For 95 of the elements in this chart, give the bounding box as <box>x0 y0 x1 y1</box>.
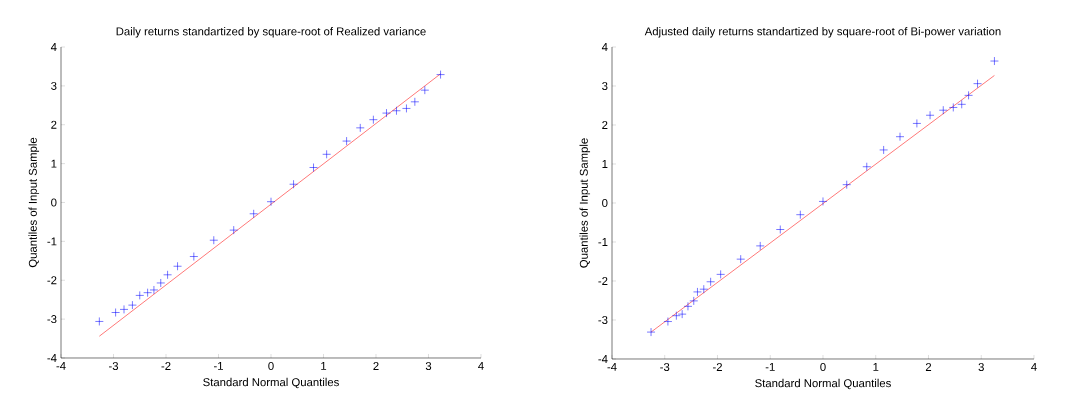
x-tick-label: -3 <box>660 363 670 372</box>
x-tick-label: -1 <box>765 363 775 371</box>
x-tick-label: -3 <box>108 362 119 371</box>
y-tick-label: -2 <box>598 277 608 285</box>
point <box>677 309 687 319</box>
x-tick-label: -4 <box>607 363 617 371</box>
chart-title: Adjusted daily returns standartized by square-root of Bi-power variation <box>644 27 1001 38</box>
x-tick-label: 3 <box>425 362 432 371</box>
y-tick-label: 1 <box>602 160 608 168</box>
y-tick-label: -4 <box>47 354 57 362</box>
point <box>392 106 401 116</box>
point <box>716 270 725 279</box>
point <box>266 197 276 206</box>
x-axis-title: Standard Normal Quantiles <box>755 378 891 390</box>
y-axis-title: Quantiles of Input Sample <box>28 137 40 268</box>
y-tick-label: -4 <box>598 355 608 363</box>
y-tick-label: 2 <box>51 120 57 129</box>
point <box>249 209 258 219</box>
x-tick-label: 4 <box>478 362 484 370</box>
x-tick-label: 1 <box>873 363 879 371</box>
point <box>229 225 238 235</box>
point <box>842 180 851 189</box>
point <box>369 115 378 124</box>
point <box>173 261 182 271</box>
y-tick-label: -2 <box>47 276 57 285</box>
point <box>973 79 982 88</box>
y-tick-label: 3 <box>602 81 608 90</box>
x-tick-label: 0 <box>268 362 274 371</box>
point <box>135 291 145 300</box>
point <box>706 277 715 287</box>
point <box>128 300 137 310</box>
point <box>990 56 999 66</box>
point <box>663 317 673 326</box>
y-tick-label: 3 <box>51 81 57 90</box>
point <box>755 241 765 251</box>
point <box>119 305 129 314</box>
point <box>209 235 219 245</box>
point <box>925 110 935 120</box>
point <box>355 123 365 133</box>
point <box>776 225 785 234</box>
x-axis-title: Standard Normal Quantiles <box>203 377 339 389</box>
point <box>938 105 948 115</box>
point <box>322 150 331 159</box>
point <box>736 254 745 264</box>
point <box>342 136 351 146</box>
point <box>163 270 172 280</box>
x-tick-label: -2 <box>161 362 171 370</box>
point <box>436 70 445 79</box>
point <box>796 210 805 219</box>
x-tick-label: 4 <box>1031 363 1037 371</box>
point <box>289 179 298 189</box>
point <box>95 317 104 326</box>
point <box>964 91 973 100</box>
x-tick-label: 1 <box>321 362 327 370</box>
point <box>689 296 699 306</box>
point <box>382 108 391 118</box>
x-tick-label: -1 <box>213 362 223 370</box>
point <box>156 278 166 288</box>
point <box>646 327 656 337</box>
point <box>699 284 709 294</box>
point <box>895 132 905 141</box>
point <box>879 145 888 155</box>
y-tick-label: 2 <box>602 121 608 129</box>
x-tick-label: 2 <box>373 362 379 370</box>
x-tick-label: 2 <box>925 363 932 371</box>
point <box>912 119 922 128</box>
point <box>862 162 872 171</box>
point <box>402 104 411 113</box>
point <box>683 302 693 311</box>
y-tick-label: 0 <box>602 198 608 207</box>
y-axis-title: Quantiles of Input Sample <box>579 138 591 268</box>
chart-title: Daily returns standartized by square-root of Realized variance <box>116 27 426 38</box>
point <box>410 97 420 107</box>
point <box>189 252 199 261</box>
x-tick-label: 0 <box>820 363 826 372</box>
y-tick-label: -3 <box>47 315 57 324</box>
point <box>693 287 702 297</box>
y-tick-label: -1 <box>598 238 608 246</box>
x-tick-label: -4 <box>56 362 66 370</box>
point <box>149 285 159 295</box>
y-tick-label: 0 <box>51 198 57 207</box>
y-tick-label: 4 <box>601 43 608 51</box>
y-tick-label: -1 <box>47 237 57 246</box>
y-tick-label: 4 <box>50 43 57 51</box>
point <box>111 308 120 317</box>
x-tick-label: -2 <box>712 363 722 371</box>
point <box>957 100 966 109</box>
point <box>672 311 681 320</box>
y-tick-label: -3 <box>598 315 608 324</box>
y-tick-label: 1 <box>51 159 57 168</box>
point <box>420 85 430 95</box>
point <box>949 103 958 112</box>
point <box>143 288 152 297</box>
x-tick-label: 3 <box>978 363 984 372</box>
point <box>818 197 828 206</box>
